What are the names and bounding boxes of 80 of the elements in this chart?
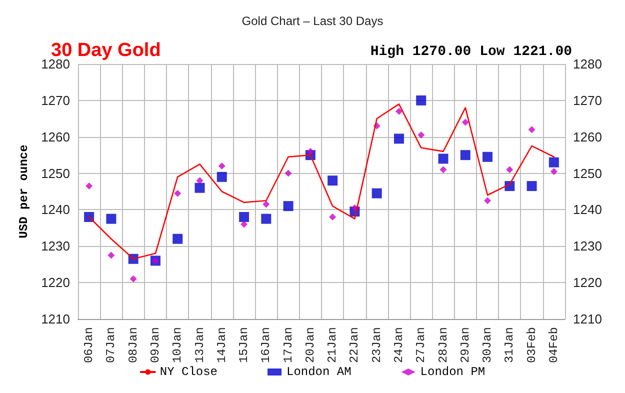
x-tick-label: 14Jan <box>214 327 229 364</box>
point <box>328 176 338 186</box>
y2-tick-label: 1260 <box>573 129 602 144</box>
x-tick-label: 04Feb <box>546 327 561 364</box>
x-tick-label: 08Jan <box>126 327 140 364</box>
point <box>239 212 250 222</box>
point <box>284 170 292 177</box>
y-tick-label: 1230 <box>41 238 70 254</box>
y-tick-label: 1270 <box>41 92 70 108</box>
point <box>550 168 558 175</box>
y-tick-label: 1260 <box>41 129 70 144</box>
point <box>108 252 115 259</box>
x-tick-label: 23Jan <box>370 327 384 364</box>
x-tick-label: 28Jan <box>436 327 450 364</box>
y-tick-label: 1250 <box>41 166 70 181</box>
x-tick-label: 16Jan <box>259 327 274 364</box>
point <box>395 108 402 115</box>
point <box>84 212 94 222</box>
y2-tick-label: 1210 <box>573 312 602 326</box>
y2-tick-label: 1250 <box>573 166 602 181</box>
x-tick-label: 03Feb <box>524 327 539 364</box>
point <box>196 177 204 184</box>
x-tick-label: 24Jan <box>392 327 406 364</box>
point <box>172 234 183 244</box>
y2-tick-label: 1270 <box>573 92 602 108</box>
point <box>329 214 336 220</box>
point <box>526 181 537 192</box>
point <box>418 132 425 139</box>
point <box>460 150 470 160</box>
point <box>506 166 514 174</box>
x-tick-label: 13Jan <box>192 327 207 364</box>
point <box>240 220 248 228</box>
point <box>262 200 270 208</box>
x-tick-label: 30Jan <box>480 327 495 364</box>
y-tick-label: 1220 <box>41 275 70 290</box>
point <box>372 188 382 198</box>
x-tick-label: 06Jan <box>82 327 96 364</box>
x-tick-label: 31Jan <box>502 327 517 364</box>
y-axis-title: USD per ounce <box>17 144 32 238</box>
y2-tick-label: 1230 <box>573 238 602 254</box>
x-tick-label: 21Jan <box>326 327 340 364</box>
point <box>528 126 536 134</box>
point <box>438 154 448 164</box>
point <box>86 182 93 190</box>
point <box>216 172 227 182</box>
point <box>174 190 182 197</box>
y2-tick-label: 1220 <box>573 275 602 290</box>
point <box>261 214 272 224</box>
point <box>484 197 492 204</box>
point <box>130 275 137 282</box>
x-tick-label: 10Jan <box>170 327 185 364</box>
point <box>194 182 205 193</box>
point <box>462 118 469 126</box>
y2-tick-label: 1240 <box>573 202 602 218</box>
point <box>283 201 294 212</box>
point <box>482 152 493 162</box>
point <box>394 134 404 144</box>
point <box>416 95 426 106</box>
y-tick-label: 1280 <box>41 56 70 72</box>
x-tick-label: 22Jan <box>348 327 362 364</box>
legend-label: London PM <box>420 365 486 379</box>
x-tick-label: 20Jan <box>303 327 318 364</box>
point <box>440 166 447 174</box>
x-tick-label: 07Jan <box>104 327 118 364</box>
legend-label: London AM <box>286 365 352 379</box>
chart-subtitle: Gold Chart – Last 30 Days <box>242 14 384 28</box>
y2-tick-label: 1280 <box>573 56 602 72</box>
y-tick-label: 1240 <box>41 202 70 218</box>
text: High 1270.00 Low 1221.00 <box>370 44 572 60</box>
x-tick-label: 17Jan <box>281 327 296 364</box>
x-tick-label: 09Jan <box>148 327 162 364</box>
point <box>218 162 226 170</box>
x-tick-label: 15Jan <box>237 327 252 364</box>
y-tick-label: 1210 <box>41 312 70 326</box>
point <box>548 157 559 168</box>
x-tick-label: 29Jan <box>458 327 472 364</box>
point <box>306 148 314 155</box>
x-tick-label: 27Jan <box>414 327 428 364</box>
legend-label: NY Close <box>160 365 218 379</box>
point <box>106 214 116 224</box>
